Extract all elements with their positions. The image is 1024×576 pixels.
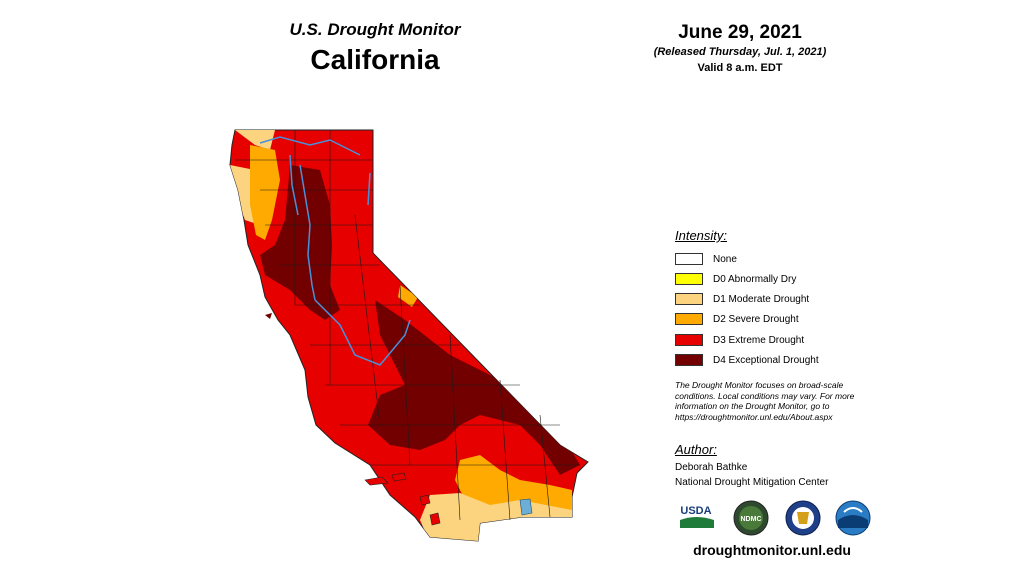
legend-swatch-d0: [675, 273, 703, 285]
partner-logos: USDA NDMC: [680, 500, 871, 536]
legend-swatch-d1: [675, 293, 703, 305]
county-lines: [235, 130, 580, 521]
svg-text:NDMC: NDMC: [741, 516, 762, 523]
noaa-logo: [835, 500, 871, 536]
legend-item-none: None: [675, 252, 737, 266]
legend-label-d3: D3 Extreme Drought: [713, 334, 805, 346]
author-name: Deborah Bathke: [675, 462, 748, 473]
legend-label-none: None: [713, 253, 737, 265]
map-date: June 29, 2021: [678, 22, 802, 43]
usda-logo: USDA: [680, 505, 714, 528]
legend-heading: Intensity:: [675, 228, 728, 243]
rivers: [259, 136, 411, 366]
d2-area-tahoe: [398, 285, 418, 307]
d1-area-northwest: [235, 130, 275, 150]
legend-swatch-d3: [675, 334, 703, 346]
legend-item-d2: D2 Severe Drought: [675, 312, 799, 326]
map-title: California: [310, 44, 440, 75]
california-drought-map: [229, 129, 589, 542]
d1-area-south: [420, 493, 572, 541]
d4-area-central: [368, 300, 580, 475]
commerce-seal-logo: [785, 500, 821, 536]
ndmc-logo: NDMC: [733, 500, 769, 536]
legend-swatch-none: [675, 253, 703, 265]
legend-label-d4: D4 Exceptional Drought: [713, 354, 819, 366]
legend-swatch-d2: [675, 313, 703, 325]
release-date: (Released Thursday, Jul. 1, 2021): [653, 46, 827, 58]
legend-swatch-d4: [675, 354, 703, 366]
disclaimer-note: The Drought Monitor focuses on broad-sca…: [675, 380, 855, 422]
author-heading: Author:: [675, 442, 717, 457]
d4-area-sacramento: [260, 165, 340, 320]
legend-item-d3: D3 Extreme Drought: [675, 333, 804, 347]
salton-sea: [519, 498, 533, 516]
legend-item-d0: D0 Abnormally Dry: [675, 272, 796, 286]
bay-island: [265, 313, 272, 319]
legend-item-d4: D4 Exceptional Drought: [675, 353, 819, 367]
channel-islands: [364, 472, 441, 526]
valid-time: Valid 8 a.m. EDT: [697, 62, 783, 74]
legend-item-d1: D1 Moderate Drought: [675, 292, 809, 306]
map-subtitle: U.S. Drought Monitor: [289, 20, 461, 39]
website-link[interactable]: droughtmonitor.unl.edu: [693, 542, 851, 558]
svg-text:USDA: USDA: [680, 505, 711, 517]
legend-label-d2: D2 Severe Drought: [713, 313, 799, 325]
legend-label-d1: D1 Moderate Drought: [713, 293, 810, 305]
legend-label-d0: D0 Abnormally Dry: [713, 273, 797, 285]
author-organization: National Drought Mitigation Center: [675, 477, 829, 488]
d2-area-north: [250, 145, 280, 240]
